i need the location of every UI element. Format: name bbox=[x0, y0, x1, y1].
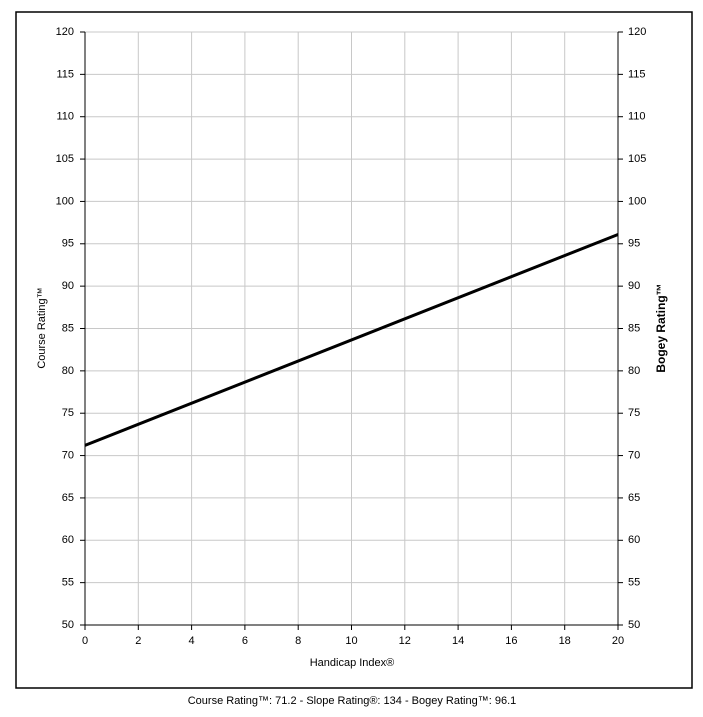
x-tick-label: 14 bbox=[452, 635, 464, 647]
y-tick-label: 50 bbox=[62, 619, 74, 631]
y2-tick-label: 65 bbox=[628, 492, 640, 504]
y-tick-label: 100 bbox=[56, 195, 74, 207]
y2-tick-label: 100 bbox=[628, 195, 646, 207]
y-tick-label: 70 bbox=[62, 449, 74, 461]
y-tick-label: 120 bbox=[56, 26, 74, 38]
y2-tick-label: 115 bbox=[628, 68, 646, 80]
y-tick-label: 85 bbox=[62, 322, 74, 334]
y2-tick-label: 60 bbox=[628, 534, 640, 546]
y-tick-label: 105 bbox=[56, 153, 74, 165]
y2-tick-label: 85 bbox=[628, 322, 640, 334]
y2-tick-label: 70 bbox=[628, 449, 640, 461]
y-axis-title: Course Rating™ bbox=[36, 287, 48, 368]
y2-tick-label: 75 bbox=[628, 407, 640, 419]
x-tick-label: 4 bbox=[189, 635, 195, 647]
x-tick-label: 8 bbox=[295, 635, 301, 647]
y-tick-label: 60 bbox=[62, 534, 74, 546]
y-tick-label: 115 bbox=[56, 68, 74, 80]
chart-frame bbox=[15, 11, 693, 689]
y2-tick-label: 120 bbox=[628, 26, 646, 38]
footer: Course Rating™: 71.2 - Slope Rating®: 13… bbox=[188, 695, 517, 707]
x-tick-label: 16 bbox=[505, 635, 517, 647]
x-tick-label: 10 bbox=[345, 635, 357, 647]
data-line bbox=[84, 233, 619, 447]
x-tick-label: 20 bbox=[612, 635, 624, 647]
y-tick-label: 55 bbox=[62, 577, 74, 589]
y2-tick-label: 55 bbox=[628, 577, 640, 589]
y-tick-label: 75 bbox=[62, 407, 74, 419]
y2-axis-title: Bogey Rating™ bbox=[654, 283, 668, 372]
y-tick-label: 95 bbox=[62, 238, 74, 250]
x-tick-label: 2 bbox=[135, 635, 141, 647]
x-tick-label: 12 bbox=[399, 635, 411, 647]
y2-tick-label: 50 bbox=[628, 619, 640, 631]
y-tick-label: 65 bbox=[62, 492, 74, 504]
y2-tick-label: 90 bbox=[628, 280, 640, 292]
y2-tick-label: 105 bbox=[628, 153, 646, 165]
y2-tick-label: 110 bbox=[628, 111, 646, 123]
x-tick-label: 18 bbox=[559, 635, 571, 647]
y-tick-label: 110 bbox=[56, 111, 74, 123]
x-axis-title: Handicap Index® bbox=[310, 657, 395, 669]
y2-tick-label: 80 bbox=[628, 365, 640, 377]
y2-tick-label: 95 bbox=[628, 238, 640, 250]
x-tick-label: 0 bbox=[82, 635, 88, 647]
y-tick-label: 80 bbox=[62, 365, 74, 377]
y-tick-label: 90 bbox=[62, 280, 74, 292]
x-tick-label: 6 bbox=[242, 635, 248, 647]
